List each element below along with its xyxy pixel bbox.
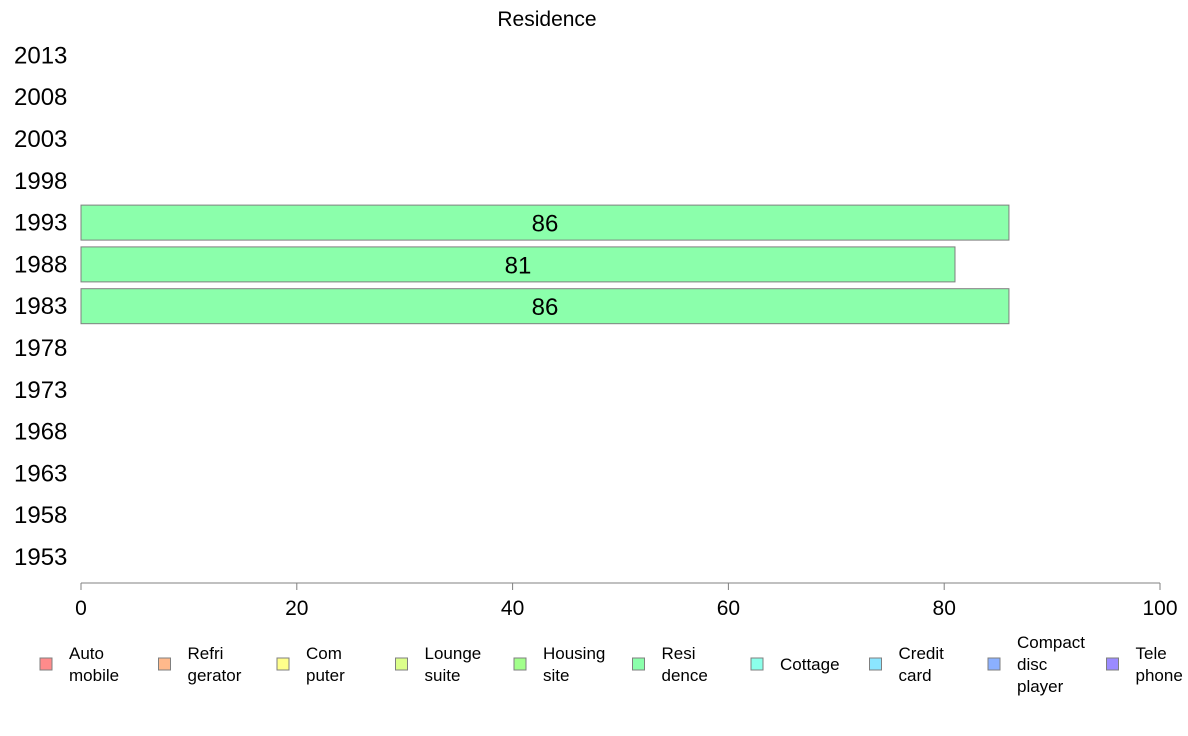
- legend-label-9-0: Tele: [1136, 644, 1167, 663]
- legend-label-8-1: disc: [1017, 655, 1048, 674]
- legend-label-1-1: gerator: [188, 666, 242, 685]
- legend-swatch-3: [395, 657, 408, 671]
- legend-swatch-1: [158, 657, 171, 671]
- y-tick-label-1993: 1993: [14, 210, 67, 237]
- legend-label-4-0: Housing: [543, 644, 605, 663]
- y-tick-label-1983: 1983: [14, 293, 67, 320]
- legend-label-5-1: dence: [662, 666, 708, 685]
- x-tick-label-60: 60: [717, 597, 740, 620]
- legend-label-2-0: Com: [306, 644, 342, 663]
- x-tick-label-0: 0: [75, 597, 87, 620]
- x-tick-label-100: 100: [1142, 597, 1177, 620]
- legend-swatch-8: [987, 657, 1001, 671]
- chart-title: Residence: [497, 8, 596, 31]
- legend-label-5-0: Resi: [662, 644, 696, 663]
- y-tick-label-1978: 1978: [14, 335, 67, 362]
- legend-label-8-2: player: [1017, 677, 1064, 696]
- legend-swatch-5: [632, 657, 645, 671]
- legend-swatch-0: [39, 657, 53, 671]
- legend-swatch-2: [276, 657, 290, 671]
- legend: Auto mobile Refri gerator Com puter Lounge suit…: [39, 633, 1183, 696]
- y-tick-label-2013: 2013: [14, 42, 67, 69]
- bar-value-label-1993: 86: [532, 211, 559, 238]
- y-tick-label-1968: 1968: [14, 419, 67, 446]
- bar-1988: [80, 246, 956, 283]
- legend-label-8-0: Compact: [1017, 633, 1085, 652]
- legend-label-0-1: mobile: [69, 666, 119, 685]
- y-tick-label-1998: 1998: [14, 168, 67, 195]
- legend-label-7-0: Credit: [899, 644, 945, 663]
- bar-value-label-1983: 86: [532, 294, 559, 321]
- legend-label-4-1: site: [543, 666, 569, 685]
- legend-label-9-1: phone: [1136, 666, 1183, 685]
- legend-label-7-1: card: [899, 666, 932, 685]
- bar-1983: [80, 288, 1010, 325]
- legend-label-1-0: Refri: [188, 644, 224, 663]
- bar-value-label-1988: 81: [505, 252, 532, 279]
- legend-swatch-9: [1106, 657, 1119, 671]
- x-tick-label-80: 80: [933, 597, 956, 620]
- legend-swatch-6: [750, 657, 764, 671]
- legend-label-3-0: Lounge: [425, 644, 482, 663]
- y-tick-label-2003: 2003: [14, 126, 67, 153]
- y-tick-label-1988: 1988: [14, 251, 67, 278]
- y-tick-label-2008: 2008: [14, 84, 67, 111]
- y-tick-label-1963: 1963: [14, 460, 67, 487]
- legend-label-2-1: puter: [306, 666, 345, 685]
- legend-label-6-0: Cottage: [780, 655, 840, 674]
- y-tick-label-1953: 1953: [14, 544, 67, 571]
- x-tick-label-20: 20: [285, 597, 308, 620]
- legend-label-0-0: Auto: [69, 644, 104, 663]
- x-tick-label-40: 40: [501, 597, 524, 620]
- y-tick-label-1973: 1973: [14, 377, 67, 404]
- y-axis: 1953 1958 1963 1968 1973 1978 1983 1988 1993 1998…: [14, 42, 67, 571]
- x-axis: 0 20 40 60 80 100: [75, 582, 1178, 620]
- legend-swatch-4: [513, 657, 527, 671]
- legend-label-3-1: suite: [425, 666, 461, 685]
- bar-1993: [80, 204, 1010, 241]
- legend-swatch-7: [869, 657, 882, 671]
- y-tick-label-1958: 1958: [14, 502, 67, 529]
